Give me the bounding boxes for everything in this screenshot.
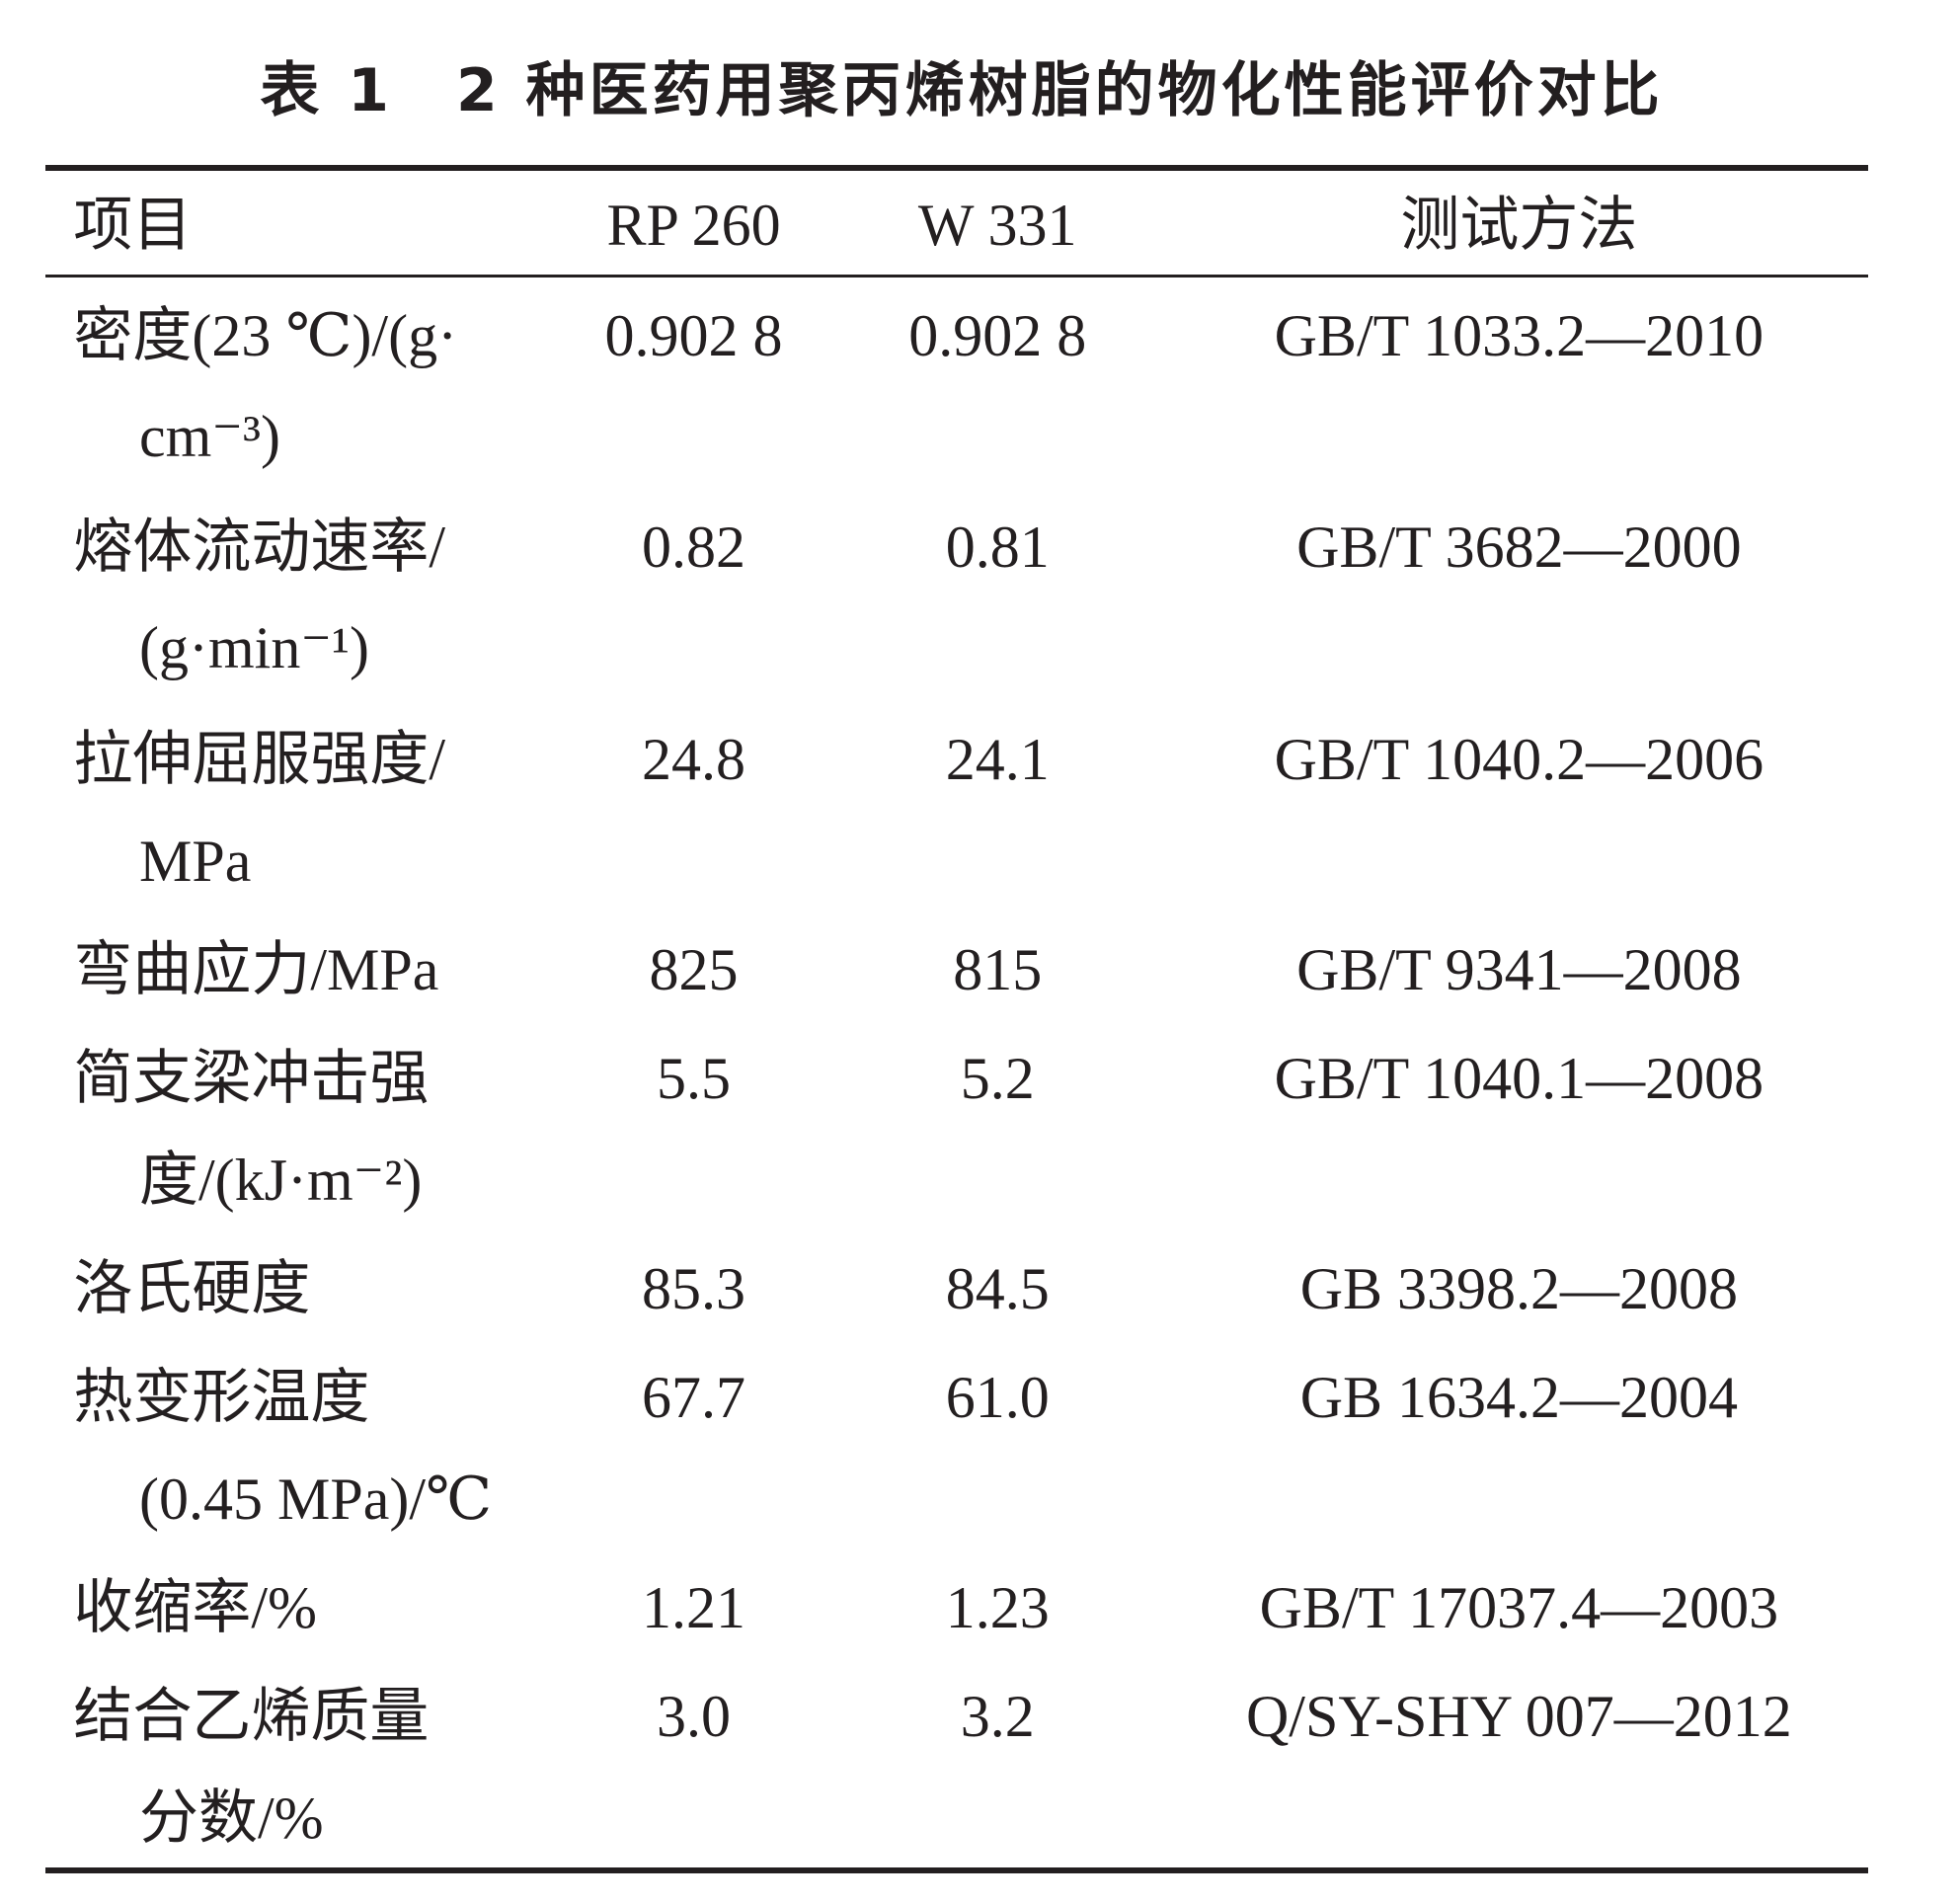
item-cell: 度/(kJ·m⁻²)	[139, 1147, 423, 1213]
method-cell: GB/T 1040.1—2008	[1274, 1046, 1764, 1112]
item-cell: 结合乙烯质量	[73, 1684, 430, 1750]
value-cell: 3.0	[657, 1684, 732, 1750]
item-cell: (0.45 MPa)/℃	[139, 1466, 493, 1532]
method-cell: Q/SY-SHY 007—2012	[1245, 1684, 1792, 1750]
table-title: 表 1 2 种医药用聚丙烯树脂的物化性能评价对比	[260, 56, 1664, 125]
method-cell: GB/T 1033.2—2010	[1274, 302, 1764, 368]
value-cell: 0.82	[642, 514, 746, 580]
item-cell: MPa	[139, 828, 252, 894]
value-cell: 85.3	[642, 1256, 746, 1322]
item-cell: cm⁻³)	[139, 404, 280, 470]
value-cell: 1.23	[945, 1575, 1050, 1641]
item-cell: 熔体流动速率/	[73, 514, 446, 580]
value-cell: 24.1	[945, 727, 1050, 793]
value-cell: 0.81	[945, 514, 1050, 580]
method-cell: GB/T 1040.2—2006	[1274, 727, 1764, 793]
header-rule	[45, 275, 1868, 278]
method-cell: GB 3398.2—2008	[1299, 1256, 1739, 1322]
header-cell: RP 260	[606, 193, 781, 259]
method-cell: GB/T 9341—2008	[1296, 937, 1742, 1002]
item-cell: 热变形温度	[73, 1365, 370, 1431]
value-cell: 24.8	[642, 727, 746, 793]
value-cell: 815	[953, 937, 1043, 1002]
value-cell: 0.902 8	[908, 302, 1087, 368]
value-cell: 3.2	[960, 1684, 1035, 1750]
item-cell: 弯曲应力/MPa	[73, 937, 439, 1002]
item-cell: 简支梁冲击强	[73, 1046, 430, 1112]
method-cell: GB/T 17037.4—2003	[1259, 1575, 1779, 1641]
value-cell: 825	[649, 937, 739, 1002]
method-cell: GB 1634.2—2004	[1299, 1365, 1739, 1431]
method-cell: GB/T 3682—2000	[1296, 514, 1742, 580]
header-cell: 项目	[73, 193, 193, 259]
item-cell: 分数/%	[139, 1785, 324, 1851]
value-cell: 84.5	[945, 1256, 1050, 1322]
item-cell: (g·min⁻¹)	[139, 615, 369, 681]
value-cell: 5.2	[960, 1046, 1035, 1112]
item-cell: 收缩率/%	[73, 1575, 317, 1641]
value-cell: 5.5	[657, 1046, 732, 1112]
top-rule	[45, 165, 1868, 171]
item-cell: 洛氏硬度	[73, 1256, 311, 1322]
header-cell: W 331	[917, 193, 1077, 259]
item-cell: 密度(23 ℃)/(g·	[73, 302, 458, 368]
value-cell: 0.902 8	[604, 302, 783, 368]
value-cell: 61.0	[945, 1365, 1050, 1431]
value-cell: 67.7	[642, 1365, 746, 1431]
bottom-rule	[45, 1867, 1868, 1873]
item-cell: 拉伸屈服强度/	[73, 727, 446, 793]
value-cell: 1.21	[642, 1575, 746, 1641]
header-cell: 测试方法	[1400, 193, 1638, 259]
